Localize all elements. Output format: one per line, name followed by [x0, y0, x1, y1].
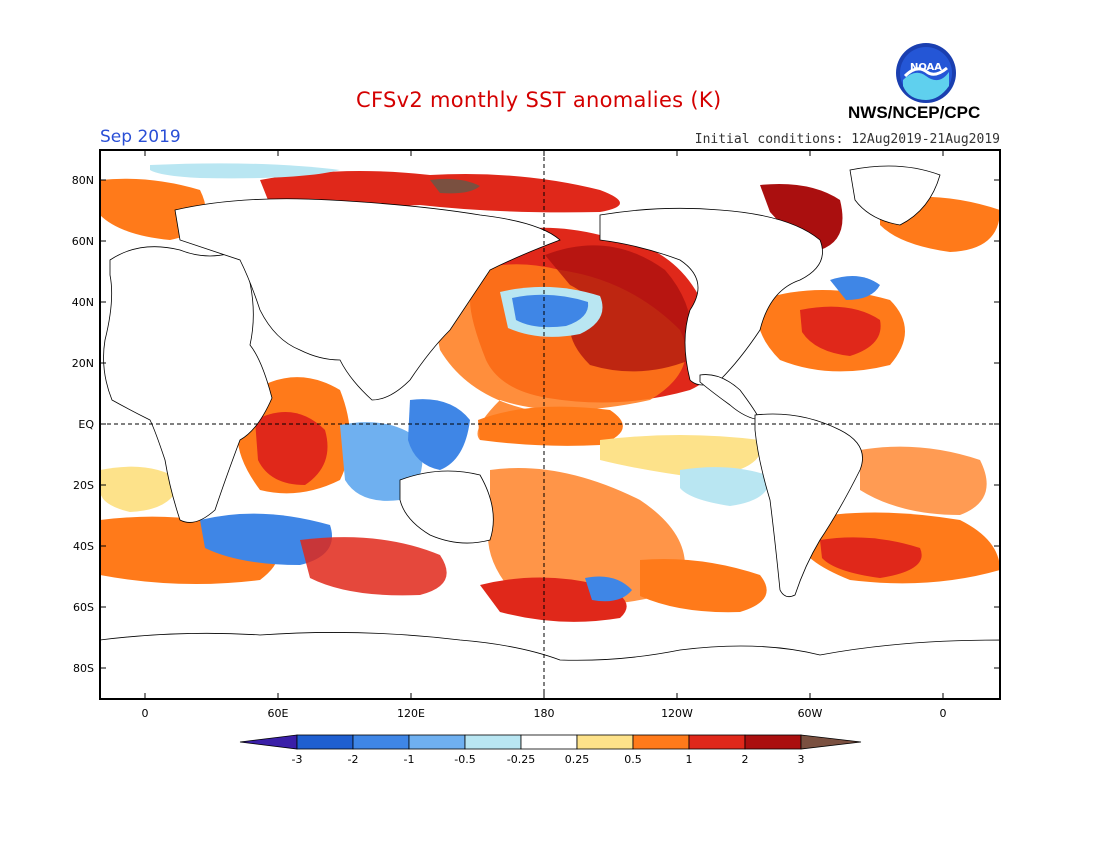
- anomaly-field: [100, 163, 1000, 622]
- lat-label: 60N: [72, 235, 94, 248]
- lat-label: 80S: [73, 662, 94, 675]
- forecast-month: Sep 2019: [100, 127, 181, 147]
- colorbar-segment: [352, 734, 410, 750]
- lat-label: 40S: [73, 540, 94, 553]
- lon-label: 60W: [798, 707, 823, 720]
- continents: [100, 165, 1000, 699]
- colorbar-max-arrow: [800, 734, 862, 750]
- anomaly-patch: [200, 513, 332, 565]
- colorbar-label: 0.25: [565, 753, 590, 766]
- colorbar-label: 3: [798, 753, 805, 766]
- lat-label: 80N: [72, 174, 94, 187]
- org-label: NWS/NCEP/CPC: [848, 103, 981, 122]
- land-asia: [174, 198, 561, 401]
- colorbar-label: 1: [686, 753, 693, 766]
- colorbar-label: -0.25: [507, 753, 535, 766]
- colorbar-label: -0.5: [454, 753, 475, 766]
- colorbar-label: -2: [348, 753, 359, 766]
- colorbar-segment: [408, 734, 466, 750]
- lon-label: 120W: [661, 707, 693, 720]
- initial-conditions: Initial conditions: 12Aug2019-21Aug2019: [694, 132, 1000, 147]
- lat-label: 20N: [72, 357, 94, 370]
- colorbar-label: 2: [742, 753, 749, 766]
- colorbar-label: 0.5: [624, 753, 642, 766]
- colorbar-segment: [576, 734, 634, 750]
- lon-label: 180: [534, 707, 555, 720]
- anomaly-patch: [830, 276, 880, 300]
- chart-title: CFSv2 monthly SST anomalies (K): [356, 88, 722, 112]
- anomaly-patch: [860, 446, 987, 515]
- anomaly-patch: [488, 468, 685, 606]
- lon-label: 0: [142, 707, 149, 720]
- anomaly-patch: [300, 537, 447, 596]
- land-antarctica: [100, 632, 1000, 699]
- colorbar: -3 -2 -1 -0.5 -0.25 0.25 0.5 1 2 3: [239, 734, 862, 766]
- lon-label: 120E: [397, 707, 425, 720]
- anomaly-patch: [760, 184, 843, 250]
- anomaly-patch: [640, 559, 767, 613]
- anomaly-patch: [408, 399, 470, 470]
- colorbar-segment: [688, 734, 746, 750]
- longitude-axis: 0 60E 120E 180 120W 60W 0: [142, 150, 947, 720]
- lat-label: EQ: [78, 418, 94, 431]
- latitude-axis: 80N 60N 40N 20N EQ 20S 40S 60S 80S: [72, 174, 1000, 675]
- anomaly-patch: [545, 245, 693, 372]
- colorbar-label: -1: [404, 753, 415, 766]
- colorbar-segment: [296, 734, 354, 750]
- colorbar-segment: [464, 734, 522, 750]
- anomaly-patch: [150, 163, 340, 179]
- land-south-america: [754, 413, 863, 598]
- svg-text:NOAA: NOAA: [910, 62, 942, 73]
- anomaly-patch: [255, 412, 328, 485]
- anomaly-patch: [430, 178, 480, 194]
- anomaly-patch: [478, 406, 623, 446]
- lat-label: 20S: [73, 479, 94, 492]
- land-north-america: [599, 207, 823, 386]
- anomaly-patch: [585, 576, 632, 602]
- colorbar-segment: [632, 734, 690, 750]
- lon-label: 60E: [268, 707, 289, 720]
- lat-label: 40N: [72, 296, 94, 309]
- lat-label: 60S: [73, 601, 94, 614]
- anomaly-patch: [800, 306, 881, 356]
- anomaly-patch: [820, 537, 922, 578]
- land-australia: [399, 470, 494, 544]
- lon-label: 0: [940, 707, 947, 720]
- land-greenland: [849, 165, 941, 226]
- anomaly-patch: [512, 294, 589, 328]
- colorbar-label: -3: [292, 753, 303, 766]
- colorbar-segment: [520, 734, 578, 750]
- anomaly-patch: [100, 466, 180, 512]
- noaa-logo-icon: NOAA: [896, 43, 956, 103]
- anomaly-patch: [680, 467, 771, 506]
- colorbar-min-arrow: [239, 734, 298, 750]
- colorbar-segment: [744, 734, 802, 750]
